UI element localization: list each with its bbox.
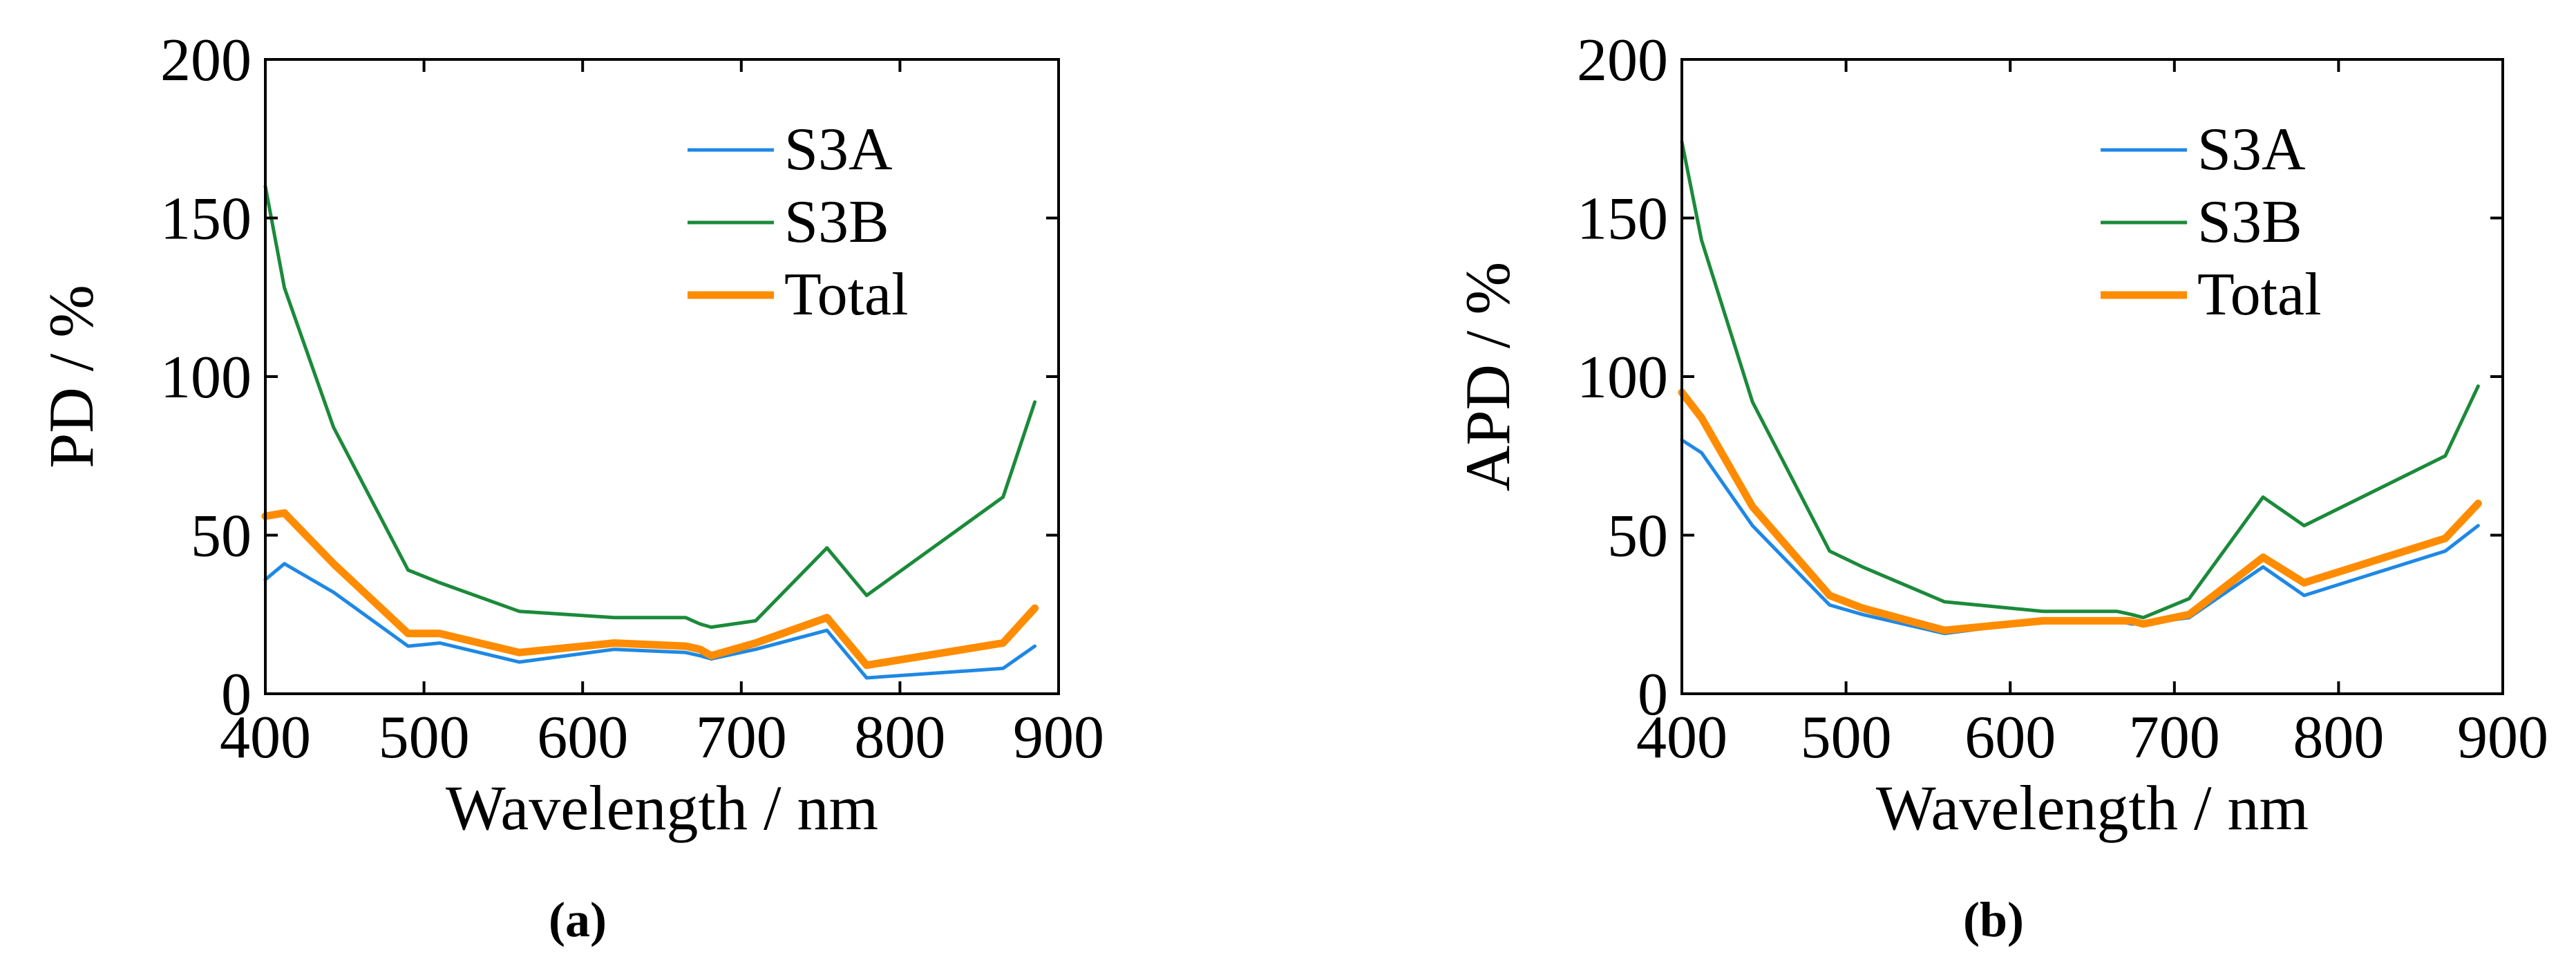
series-line-s3b [1680, 140, 2480, 620]
plot-frame [264, 58, 1060, 695]
legend-label-s3b: S3B [784, 189, 889, 256]
series-line-s3a [1680, 438, 2480, 636]
x-tick-label: 900 [2457, 704, 2548, 771]
x-axis-label: Wavelength / nm [1876, 773, 2309, 843]
x-tick-label: 800 [2293, 704, 2384, 771]
x-tick-label: 400 [220, 704, 311, 771]
y-tick-label: 50 [191, 503, 252, 570]
y-axis-label: PD / % [36, 285, 106, 468]
y-tick-label: 150 [1577, 186, 1668, 253]
series-line-s3a [263, 562, 1037, 680]
y-tick-label: 200 [160, 27, 252, 94]
legend-label-s3a: S3A [2197, 116, 2306, 183]
y-tick-label: 150 [160, 186, 252, 253]
x-tick-label: 900 [1013, 704, 1104, 771]
y-tick-label: 100 [1577, 344, 1668, 411]
caption-b: (b) [1963, 892, 2024, 947]
y-tick-label: 0 [221, 661, 252, 728]
series-line-s3b [263, 184, 1037, 630]
x-tick-label: 700 [2129, 704, 2220, 771]
plot-frame [1680, 58, 2504, 695]
legend-label-total: Total [784, 261, 909, 328]
x-tick-label: 800 [854, 704, 945, 771]
chart-panel-a: 400 500 600 700 800 900 0 50 100 150 200 Wavelength… [36, 27, 1104, 843]
x-tick-label: 700 [696, 704, 787, 771]
x-tick-label: 500 [379, 704, 470, 771]
caption-a: (a) [549, 892, 607, 947]
legend-label-s3b: S3B [2197, 189, 2302, 256]
y-tick-label: 100 [160, 344, 252, 411]
x-tick-label: 600 [1964, 704, 2056, 771]
legend-label-s3a: S3A [784, 116, 893, 183]
y-tick-label: 50 [1607, 503, 1668, 570]
y-tick-label: 0 [1638, 661, 1668, 728]
series-line-total [1678, 388, 2482, 634]
y-tick-label: 200 [1577, 27, 1668, 94]
x-axis-label: Wavelength / nm [446, 773, 878, 843]
x-tick-label: 500 [1801, 704, 1892, 771]
chart-panel-b: 400 500 600 700 800 900 0 50 100 150 200 Wavelength… [1452, 27, 2548, 843]
legend-label-total: Total [2197, 261, 2322, 328]
x-tick-label: 600 [537, 704, 628, 771]
y-axis-label: APD / % [1452, 262, 1523, 491]
x-tick-label: 400 [1636, 704, 1727, 771]
series-line-total [261, 509, 1039, 670]
